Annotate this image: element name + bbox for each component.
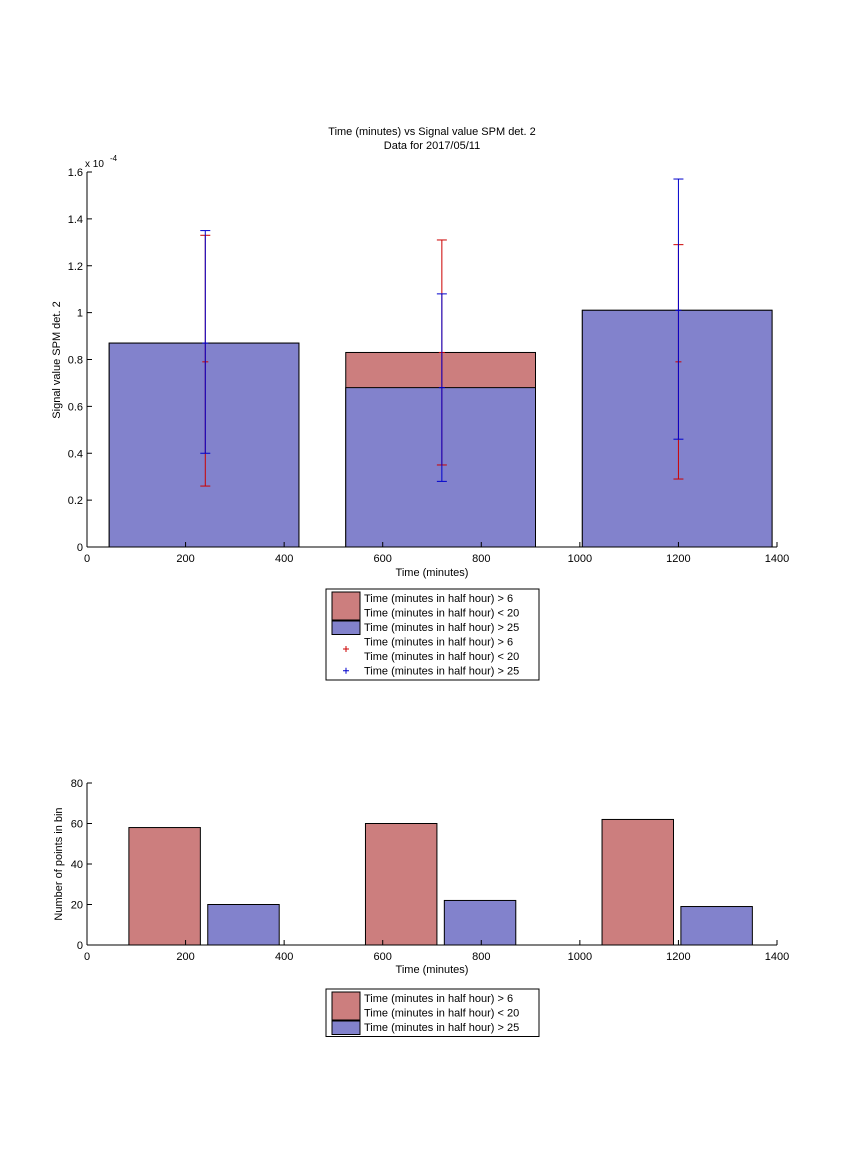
legend-entry-label: Time (minutes in half hour) > 25 — [364, 666, 519, 678]
legend-entry-label: Time (minutes in half hour) < 20 — [364, 1008, 519, 1020]
top-chart-ylabel: Signal value SPM det. 2 — [51, 301, 63, 418]
top-chart-plot-area: 0 200 400 600 800 1000 1200 1400 0 0.2 0.4 0.6 0.8 1 1… — [68, 167, 790, 565]
bottom-chart-x-tick-label: 600 — [374, 951, 392, 963]
top-chart-y-tick-label: 0.8 — [68, 355, 83, 367]
top-chart-x-tick-label: 1200 — [666, 553, 690, 565]
bottom-chart-y-tick-label: 60 — [71, 819, 83, 831]
top-chart: Time (minutes) vs Signal value SPM det. … — [51, 126, 790, 681]
legend-entry-label: Time (minutes in half hour) > 6 — [364, 637, 513, 649]
bottom-chart-y-tick-label: 40 — [71, 859, 83, 871]
legend-patch-blue — [331, 1020, 361, 1035]
count-bar-blue — [680, 906, 753, 946]
top-chart-x-tick-label: 400 — [275, 553, 293, 565]
bottom-chart-x-tick-label: 800 — [472, 951, 490, 963]
top-chart-exponent: x 10 -4 — [85, 154, 118, 170]
top-chart-y-tick-label: 0.6 — [68, 401, 83, 413]
bottom-chart: 0 200 400 600 800 1000 1200 1400 0 20 40 60 80 Time … — [53, 778, 789, 1037]
bar-blue — [581, 309, 773, 548]
legend-box — [325, 588, 540, 681]
legend-patch-blue — [331, 620, 361, 635]
count-bar-red — [128, 827, 201, 946]
top-chart-y-tick-label: 1.2 — [68, 261, 83, 273]
top-chart-legend: Time (minutes in half hour) > 6 Time (min… — [325, 588, 540, 681]
legend-box — [325, 988, 540, 1037]
top-chart-y-tick-label: 0 — [77, 542, 83, 554]
top-chart-x-tick-label: 1400 — [765, 553, 789, 565]
top-chart-title: Time (minutes) vs Signal value SPM det. … — [328, 126, 535, 138]
bottom-chart-x-tick-label: 200 — [176, 951, 194, 963]
legend-entry-label: Time (minutes in half hour) > 6 — [364, 593, 513, 605]
bottom-chart-x-tick-label: 1000 — [568, 951, 592, 963]
top-chart-x-tick-label: 0 — [84, 553, 90, 565]
bottom-chart-y-tick-label: 0 — [77, 940, 83, 952]
top-chart-exponent-power: -4 — [110, 154, 118, 163]
bottom-chart-plot-area: 0 200 400 600 800 1000 1200 1400 0 20 40 60 80 — [71, 778, 789, 963]
bottom-chart-y-tick-label: 80 — [71, 778, 83, 790]
top-chart-y-tick-label: 1.4 — [68, 214, 83, 226]
top-chart-x-tick-label: 600 — [374, 553, 392, 565]
bottom-chart-x-tick-label: 400 — [275, 951, 293, 963]
count-bar-red — [601, 818, 674, 946]
bottom-chart-xlabel: Time (minutes) — [396, 964, 469, 976]
bottom-chart-x-tick-label: 0 — [84, 951, 90, 963]
top-chart-y-tick-label: 0.4 — [68, 448, 83, 460]
legend-entry-label: Time (minutes in half hour) > 25 — [364, 1022, 519, 1034]
legend-patch-red — [331, 591, 361, 621]
bottom-chart-ylabel: Number of points in bin — [53, 807, 65, 920]
top-chart-x-tick-label: 200 — [176, 553, 194, 565]
legend-entry-label: Time (minutes in half hour) < 20 — [364, 651, 519, 663]
top-chart-x-tick-label: 800 — [472, 553, 490, 565]
top-chart-x-tick-label: 1000 — [568, 553, 592, 565]
top-chart-y-tick-label: 1.6 — [68, 167, 83, 179]
legend-patch-red — [331, 991, 361, 1021]
legend-entry-label: Time (minutes in half hour) > 6 — [364, 993, 513, 1005]
top-chart-y-tick-label: 0.2 — [68, 495, 83, 507]
legend-entry-label: Time (minutes in half hour) > 25 — [364, 622, 519, 634]
bottom-chart-y-tick-label: 20 — [71, 900, 83, 912]
top-chart-exponent-base: x 10 — [85, 159, 104, 170]
count-bar-red — [364, 823, 438, 946]
bottom-chart-x-tick-label: 1400 — [765, 951, 789, 963]
bottom-chart-legend: Time (minutes in half hour) > 6 Time (min… — [325, 988, 540, 1037]
bottom-chart-x-tick-label: 1200 — [666, 951, 690, 963]
count-bar-blue — [443, 899, 517, 946]
top-chart-subtitle: Data for 2017/05/11 — [384, 140, 480, 152]
top-chart-xlabel: Time (minutes) — [396, 567, 469, 579]
bar-blue — [108, 342, 300, 548]
count-bar-blue — [207, 904, 280, 946]
bar-blue — [345, 387, 536, 548]
top-chart-y-tick-label: 1 — [77, 308, 83, 320]
legend-entry-label: Time (minutes in half hour) < 20 — [364, 608, 519, 620]
